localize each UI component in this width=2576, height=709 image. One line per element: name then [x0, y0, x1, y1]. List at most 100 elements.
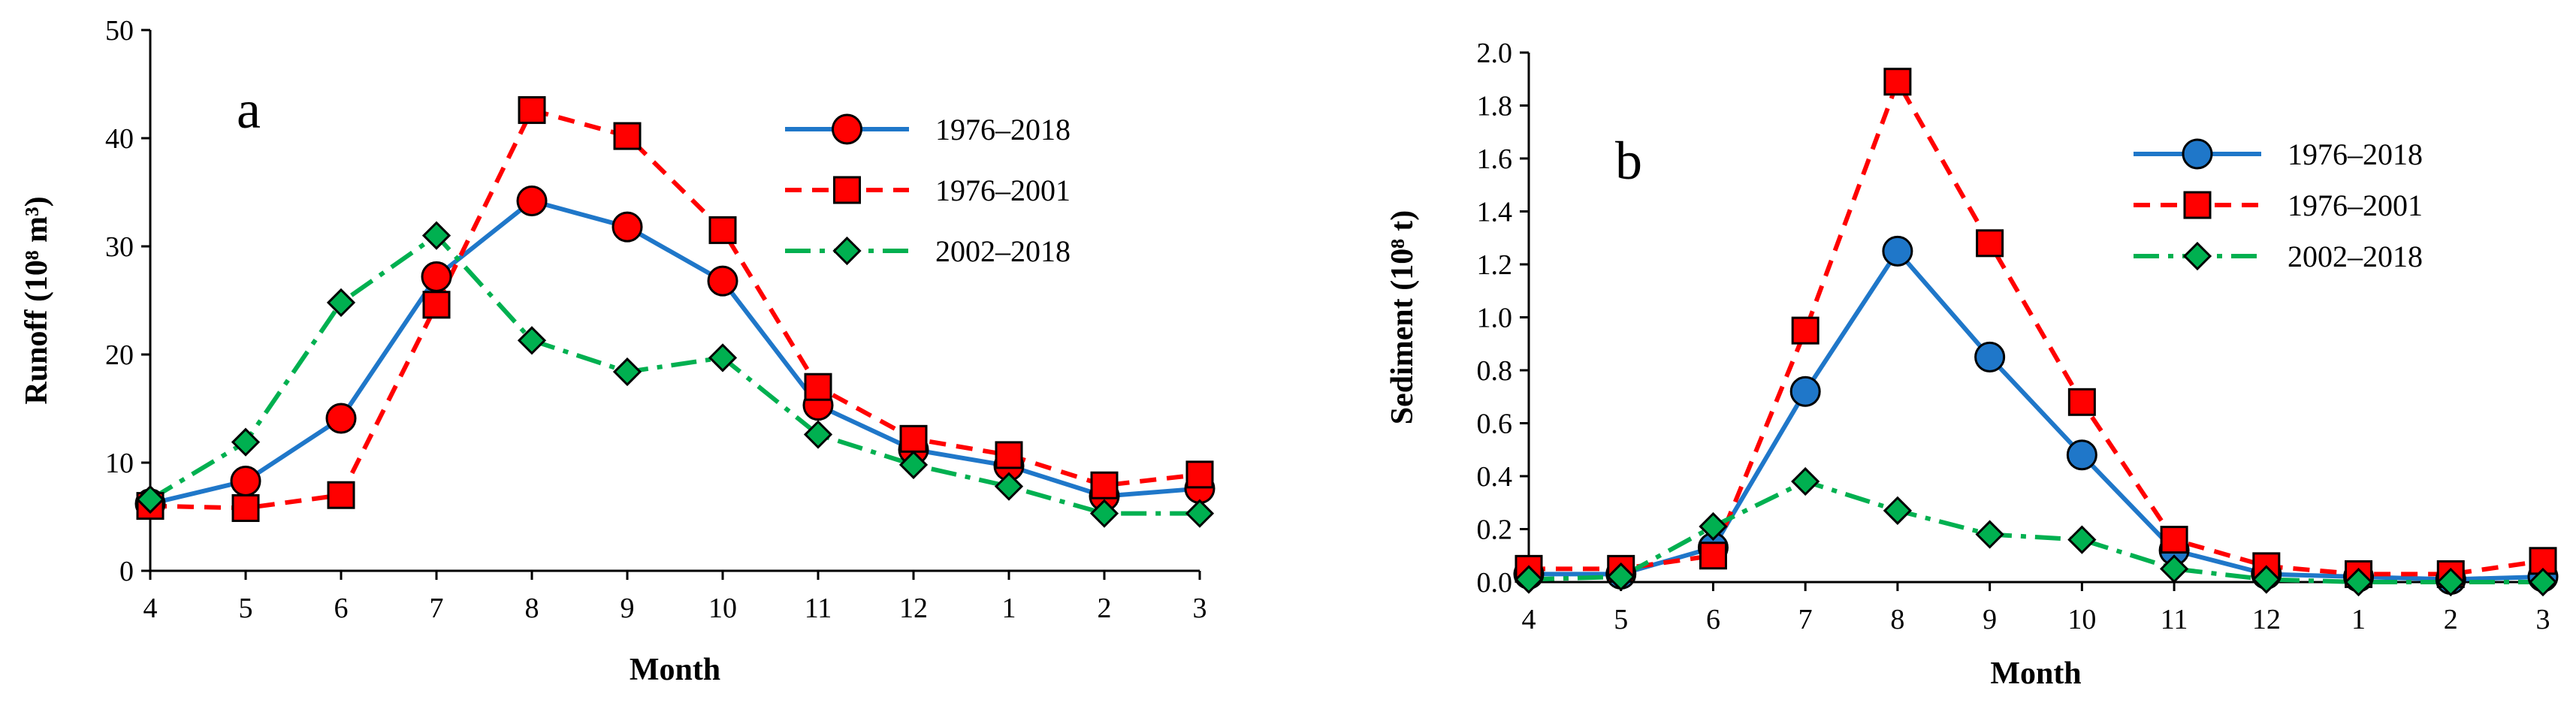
legend-label-2: 2002–2018	[935, 234, 1071, 268]
series-1-point	[899, 424, 928, 453]
series-1-point	[422, 291, 451, 319]
y-axis-title: Sediment (10⁸ t)	[1385, 210, 1420, 425]
y-tick-label: 40	[105, 123, 134, 155]
x-tick-label: 8	[1890, 604, 1904, 635]
series-0-point	[421, 261, 452, 292]
x-tick-label: 2	[1098, 593, 1112, 624]
x-tick-label: 12	[2252, 604, 2281, 635]
x-tick-label: 4	[1522, 604, 1536, 635]
series-1-point	[231, 493, 260, 522]
series-0-point	[325, 403, 357, 434]
series-1-point	[1791, 316, 1820, 345]
series-1-point	[518, 96, 546, 125]
series-line-1	[149, 107, 1200, 511]
y-tick-label: 0.6	[1477, 409, 1513, 440]
legend-marker-2	[2182, 241, 2212, 271]
series-line-2	[149, 233, 1200, 516]
x-tick-label: 7	[1798, 604, 1813, 635]
y-tick-label: 0	[119, 556, 134, 587]
series-2-point	[2159, 554, 2189, 584]
series-2-point	[1606, 562, 1635, 592]
y-tick-label: 50	[105, 15, 134, 47]
series-2-point	[2528, 567, 2558, 597]
series-0-point	[612, 211, 643, 243]
x-tick-label: 3	[2536, 604, 2550, 635]
x-axis-title: Month	[1990, 656, 2081, 691]
series-1-point	[995, 441, 1023, 469]
x-tick-label: 1	[1002, 593, 1016, 624]
x-tick-label: 11	[805, 593, 832, 624]
legend-marker-1	[2183, 191, 2212, 219]
series-2-point	[231, 427, 261, 457]
series-2-point	[2067, 525, 2097, 554]
series-line-0	[149, 198, 1200, 506]
x-tick-label: 9	[621, 593, 635, 624]
series-2-point	[1185, 499, 1215, 528]
series-1-point	[708, 216, 737, 244]
series-2-point	[994, 472, 1024, 501]
series-line-2	[1528, 479, 2543, 584]
x-tick-label: 6	[1706, 604, 1720, 635]
series-1-point	[2160, 526, 2188, 554]
x-axis-title: Month	[630, 653, 720, 687]
series-2-point	[2344, 567, 2373, 597]
legend-label-2: 2002–2018	[2288, 240, 2423, 273]
x-tick-label: 6	[334, 593, 349, 624]
legend-marker-0	[832, 113, 862, 145]
legend-label-0: 1976–2018	[935, 113, 1071, 146]
x-tick-label: 11	[2161, 604, 2188, 635]
series-2-point	[421, 221, 451, 250]
series-line-1	[1529, 79, 2544, 577]
x-tick-label: 3	[1193, 593, 1207, 624]
series-2-point	[2251, 565, 2281, 594]
series-0-point	[707, 265, 738, 297]
legend: 1976–2018 1976–2001 2002–2018	[2134, 137, 2423, 273]
y-tick-label: 1.4	[1477, 197, 1513, 228]
series-2-point	[1089, 499, 1119, 528]
y-axis-title: Runoff (10⁸ m³)	[20, 196, 54, 404]
series-line-0	[1529, 249, 2544, 582]
series-1-point	[2067, 388, 2096, 416]
series-2-point	[517, 326, 547, 355]
panel-letter: a	[237, 80, 261, 140]
x-tick-label: 4	[143, 593, 158, 624]
series-1-point	[1976, 229, 2004, 258]
y-tick-label: 0.0	[1477, 567, 1513, 599]
legend-marker-0	[2182, 138, 2213, 170]
x-tick-label: 1	[2351, 604, 2366, 635]
series-2-point	[2436, 567, 2466, 597]
y-tick-label: 10	[105, 448, 134, 479]
x-tick-label: 5	[239, 593, 253, 624]
series-1-point	[1090, 471, 1119, 499]
chart-panel-b: 0.0 0.2 0.4 0.6 0.8 1.0 1.2 1.4 1.6 1.8 2.0 4 5 6 7 8 9 1…	[1385, 38, 2559, 691]
series-0-point	[1882, 235, 1913, 267]
series-1-point	[327, 481, 355, 509]
series-2-point	[803, 420, 833, 449]
series-0-point	[1974, 341, 2006, 373]
panel-letter: b	[1615, 131, 1642, 191]
series-2-point	[135, 484, 165, 514]
series-2-point	[708, 343, 738, 373]
x-tick-label: 9	[1983, 604, 1997, 635]
series-0-point	[1789, 376, 1821, 407]
x-tick-label: 10	[2067, 604, 2096, 635]
series-2-point	[612, 357, 642, 387]
series-2-point	[1791, 466, 1820, 496]
x-tick-label: 10	[708, 593, 737, 624]
y-tick-label: 0.8	[1477, 355, 1513, 387]
series-2-point	[1699, 511, 1728, 542]
series-1-point	[1699, 542, 1727, 570]
y-tick-label: 0.2	[1477, 514, 1513, 546]
y-tick-label: 1.6	[1477, 143, 1513, 175]
legend-label-0: 1976–2018	[2288, 137, 2423, 171]
y-tick-label: 0.4	[1477, 461, 1513, 493]
legend-marker-2	[832, 236, 862, 266]
series-0-point	[516, 186, 548, 217]
y-tick-label: 1.2	[1477, 249, 1513, 281]
legend: 1976–2018 1976–2001 2002–2018	[785, 113, 1071, 268]
x-tick-label: 5	[1614, 604, 1628, 635]
series-0-point	[2066, 439, 2097, 471]
y-tick-label: 1.0	[1477, 303, 1513, 334]
